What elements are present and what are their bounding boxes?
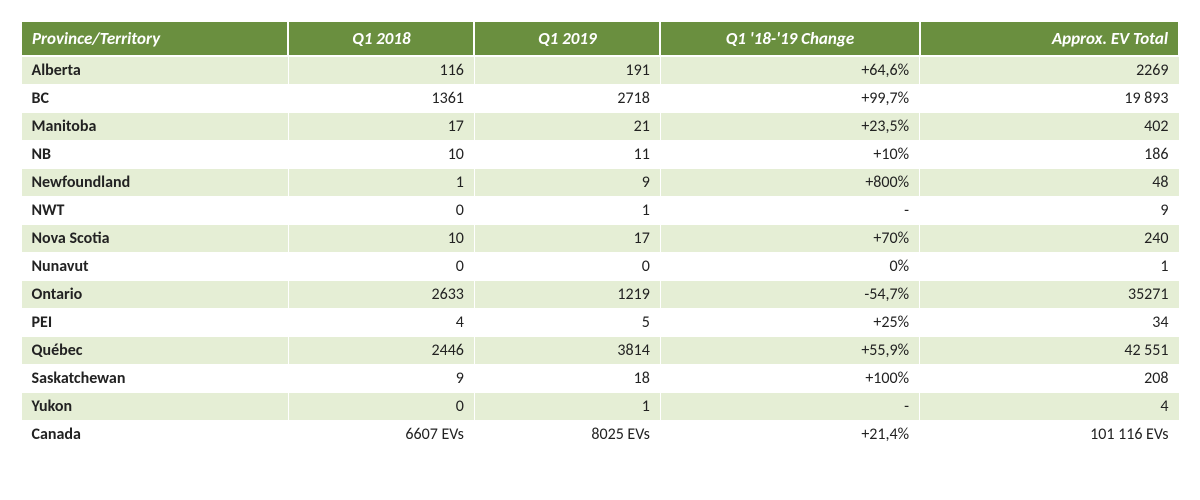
cell-total: 2269 bbox=[920, 56, 1179, 85]
table-row: BC13612718+99,7%19 893 bbox=[21, 85, 1179, 113]
cell-q1-2018: 0 bbox=[288, 393, 474, 421]
cell-province: PEI bbox=[21, 309, 288, 337]
cell-province: BC bbox=[21, 85, 288, 113]
cell-change: - bbox=[660, 393, 919, 421]
cell-change: +800% bbox=[660, 169, 919, 197]
col-header-province: Province/Territory bbox=[21, 21, 288, 56]
cell-q1-2018: 10 bbox=[288, 225, 474, 253]
table-row: NB1011+10%186 bbox=[21, 141, 1179, 169]
table-row: Manitoba1721+23,5%402 bbox=[21, 113, 1179, 141]
cell-q1-2018: 10 bbox=[288, 141, 474, 169]
cell-change: +25% bbox=[660, 309, 919, 337]
cell-q1-2018: 1 bbox=[288, 169, 474, 197]
cell-total: 34 bbox=[920, 309, 1179, 337]
cell-q1-2019: 1219 bbox=[474, 281, 660, 309]
cell-change: +10% bbox=[660, 141, 919, 169]
cell-change: +64,6% bbox=[660, 56, 919, 85]
cell-province: Manitoba bbox=[21, 113, 288, 141]
cell-total: 4 bbox=[920, 393, 1179, 421]
cell-change: - bbox=[660, 197, 919, 225]
table-row: Newfoundland19+800%48 bbox=[21, 169, 1179, 197]
cell-q1-2018: 1361 bbox=[288, 85, 474, 113]
cell-province: Canada bbox=[21, 421, 288, 449]
cell-total: 19 893 bbox=[920, 85, 1179, 113]
cell-province: Yukon bbox=[21, 393, 288, 421]
table-row: NWT01-9 bbox=[21, 197, 1179, 225]
cell-province: Ontario bbox=[21, 281, 288, 309]
cell-total: 35271 bbox=[920, 281, 1179, 309]
cell-total: 240 bbox=[920, 225, 1179, 253]
cell-q1-2018: 2633 bbox=[288, 281, 474, 309]
cell-change: +99,7% bbox=[660, 85, 919, 113]
cell-q1-2019: 3814 bbox=[474, 337, 660, 365]
cell-q1-2019: 8025 EVs bbox=[474, 421, 660, 449]
cell-province: Alberta bbox=[21, 56, 288, 85]
cell-change: +23,5% bbox=[660, 113, 919, 141]
cell-q1-2019: 1 bbox=[474, 197, 660, 225]
cell-total: 186 bbox=[920, 141, 1179, 169]
cell-change: +21,4% bbox=[660, 421, 919, 449]
cell-total: 101 116 EVs bbox=[920, 421, 1179, 449]
cell-change: 0% bbox=[660, 253, 919, 281]
cell-q1-2018: 2446 bbox=[288, 337, 474, 365]
cell-province: Nunavut bbox=[21, 253, 288, 281]
cell-province: Québec bbox=[21, 337, 288, 365]
table-row: Canada6607 EVs8025 EVs+21,4%101 116 EVs bbox=[21, 421, 1179, 449]
table-row: Ontario26331219-54,7%35271 bbox=[21, 281, 1179, 309]
col-header-change: Q1 '18-'19 Change bbox=[660, 21, 919, 56]
table-row: PEI45+25%34 bbox=[21, 309, 1179, 337]
cell-total: 402 bbox=[920, 113, 1179, 141]
table-row: Québec24463814+55,9%42 551 bbox=[21, 337, 1179, 365]
cell-q1-2019: 1 bbox=[474, 393, 660, 421]
cell-province: Nova Scotia bbox=[21, 225, 288, 253]
cell-q1-2018: 9 bbox=[288, 365, 474, 393]
cell-change: +100% bbox=[660, 365, 919, 393]
cell-change: -54,7% bbox=[660, 281, 919, 309]
cell-q1-2018: 0 bbox=[288, 197, 474, 225]
cell-q1-2019: 17 bbox=[474, 225, 660, 253]
cell-q1-2019: 11 bbox=[474, 141, 660, 169]
cell-q1-2019: 0 bbox=[474, 253, 660, 281]
cell-q1-2019: 2718 bbox=[474, 85, 660, 113]
ev-sales-table: Province/Territory Q1 2018 Q1 2019 Q1 '1… bbox=[20, 20, 1180, 449]
cell-total: 48 bbox=[920, 169, 1179, 197]
table-row: Nova Scotia1017+70%240 bbox=[21, 225, 1179, 253]
cell-q1-2018: 17 bbox=[288, 113, 474, 141]
cell-q1-2019: 5 bbox=[474, 309, 660, 337]
cell-q1-2018: 4 bbox=[288, 309, 474, 337]
cell-q1-2019: 9 bbox=[474, 169, 660, 197]
cell-q1-2018: 116 bbox=[288, 56, 474, 85]
table-row: Saskatchewan918+100%208 bbox=[21, 365, 1179, 393]
cell-q1-2018: 0 bbox=[288, 253, 474, 281]
cell-q1-2019: 21 bbox=[474, 113, 660, 141]
cell-province: NB bbox=[21, 141, 288, 169]
cell-change: +55,9% bbox=[660, 337, 919, 365]
cell-total: 42 551 bbox=[920, 337, 1179, 365]
cell-province: NWT bbox=[21, 197, 288, 225]
cell-q1-2019: 18 bbox=[474, 365, 660, 393]
cell-total: 9 bbox=[920, 197, 1179, 225]
cell-province: Newfoundland bbox=[21, 169, 288, 197]
table-row: Yukon01-4 bbox=[21, 393, 1179, 421]
cell-q1-2019: 191 bbox=[474, 56, 660, 85]
table-row: Alberta116191+64,6%2269 bbox=[21, 56, 1179, 85]
col-header-q1-2019: Q1 2019 bbox=[474, 21, 660, 56]
cell-change: +70% bbox=[660, 225, 919, 253]
cell-total: 208 bbox=[920, 365, 1179, 393]
col-header-q1-2018: Q1 2018 bbox=[288, 21, 474, 56]
cell-q1-2018: 6607 EVs bbox=[288, 421, 474, 449]
table-body: Alberta116191+64,6%2269BC13612718+99,7%1… bbox=[21, 56, 1179, 449]
cell-province: Saskatchewan bbox=[21, 365, 288, 393]
table-row: Nunavut000%1 bbox=[21, 253, 1179, 281]
cell-total: 1 bbox=[920, 253, 1179, 281]
table-header-row: Province/Territory Q1 2018 Q1 2019 Q1 '1… bbox=[21, 21, 1179, 56]
col-header-total: Approx. EV Total bbox=[920, 21, 1179, 56]
